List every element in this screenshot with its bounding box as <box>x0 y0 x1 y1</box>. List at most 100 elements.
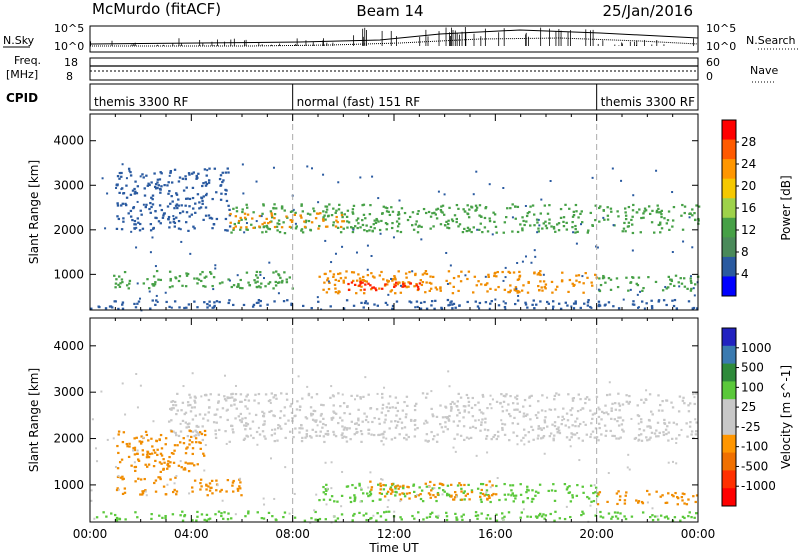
data-cell <box>181 419 185 423</box>
data-cell <box>334 519 337 522</box>
data-cell <box>361 492 365 495</box>
data-cell <box>633 303 636 306</box>
data-cell <box>520 439 523 442</box>
data-cell <box>415 282 418 286</box>
data-cell <box>283 209 286 212</box>
data-cell <box>421 392 425 395</box>
data-cell <box>148 290 151 293</box>
data-cell <box>320 412 323 416</box>
data-cell <box>483 428 487 431</box>
data-cell <box>398 493 402 496</box>
data-cell <box>333 283 337 286</box>
data-cell <box>175 475 178 478</box>
data-cell <box>677 410 681 413</box>
data-cell <box>446 415 449 419</box>
data-cell <box>207 398 211 402</box>
data-cell <box>511 422 514 425</box>
data-cell <box>350 394 353 398</box>
data-cell <box>514 494 518 497</box>
data-cell <box>226 396 230 400</box>
data-cell <box>650 299 653 302</box>
data-cell <box>155 299 158 302</box>
data-cell <box>351 211 354 214</box>
data-cell <box>351 227 355 230</box>
colorbar-tick-label: 25 <box>741 400 756 414</box>
data-cell <box>259 286 262 289</box>
data-cell <box>414 272 417 275</box>
data-cell <box>460 515 463 518</box>
data-cell <box>537 230 540 233</box>
data-cell <box>672 421 676 424</box>
data-cell <box>641 502 645 505</box>
data-cell <box>137 300 141 303</box>
data-cell <box>395 491 398 494</box>
data-cell <box>336 221 339 224</box>
data-cell <box>378 422 381 425</box>
data-cell <box>432 494 435 497</box>
data-cell <box>116 204 120 207</box>
data-cell <box>570 305 573 308</box>
data-cell <box>362 514 365 517</box>
data-cell <box>502 400 506 403</box>
data-cell <box>536 273 539 276</box>
data-cell <box>598 206 601 210</box>
data-cell <box>550 489 554 492</box>
data-cell <box>228 214 232 217</box>
data-cell <box>118 275 121 278</box>
data-cell <box>557 229 561 232</box>
data-cell <box>531 303 534 306</box>
data-cell <box>412 228 416 231</box>
data-cell <box>184 175 187 178</box>
data-cell <box>544 287 547 290</box>
data-cell <box>382 443 385 446</box>
data-cell <box>596 492 599 495</box>
data-cell <box>261 410 264 413</box>
data-cell <box>266 226 269 229</box>
data-cell <box>158 514 161 517</box>
data-cell <box>696 307 699 310</box>
data-cell <box>170 306 173 309</box>
data-cell <box>133 437 136 440</box>
data-cell <box>450 300 453 303</box>
data-cell <box>375 519 378 522</box>
data-cell <box>493 274 496 278</box>
data-cell <box>263 221 266 224</box>
data-cell <box>244 428 247 431</box>
data-cell <box>680 282 684 285</box>
data-cell <box>524 414 528 417</box>
data-cell <box>170 195 173 198</box>
data-cell <box>483 494 486 497</box>
data-cell <box>285 392 288 396</box>
data-cell <box>558 431 562 435</box>
data-cell <box>124 202 127 205</box>
data-cell <box>397 211 400 214</box>
data-cell <box>421 500 425 503</box>
data-cell <box>474 426 477 430</box>
data-cell <box>418 282 422 285</box>
data-cell <box>697 219 700 222</box>
data-cell <box>408 215 412 219</box>
data-cell <box>462 416 465 419</box>
data-cell <box>378 433 381 436</box>
data-cell <box>463 409 467 412</box>
data-cell <box>543 421 547 424</box>
data-cell <box>415 300 419 303</box>
data-cell <box>484 493 488 496</box>
data-cell <box>692 495 695 498</box>
data-cell <box>229 212 232 216</box>
colorbar-tick-label: -1000 <box>741 479 776 493</box>
data-cell <box>157 278 160 281</box>
data-cell <box>655 211 659 214</box>
data-cell <box>289 405 292 408</box>
data-cell <box>280 205 284 208</box>
data-cell <box>192 207 195 210</box>
data-cell <box>129 215 133 218</box>
colorbar-tick-label: -25 <box>741 420 761 434</box>
data-cell <box>573 283 576 287</box>
data-cell <box>648 425 651 428</box>
data-cell <box>673 298 677 302</box>
data-cell <box>144 490 147 493</box>
data-cell <box>416 231 420 234</box>
data-cell <box>597 300 601 303</box>
data-cell <box>553 398 556 401</box>
